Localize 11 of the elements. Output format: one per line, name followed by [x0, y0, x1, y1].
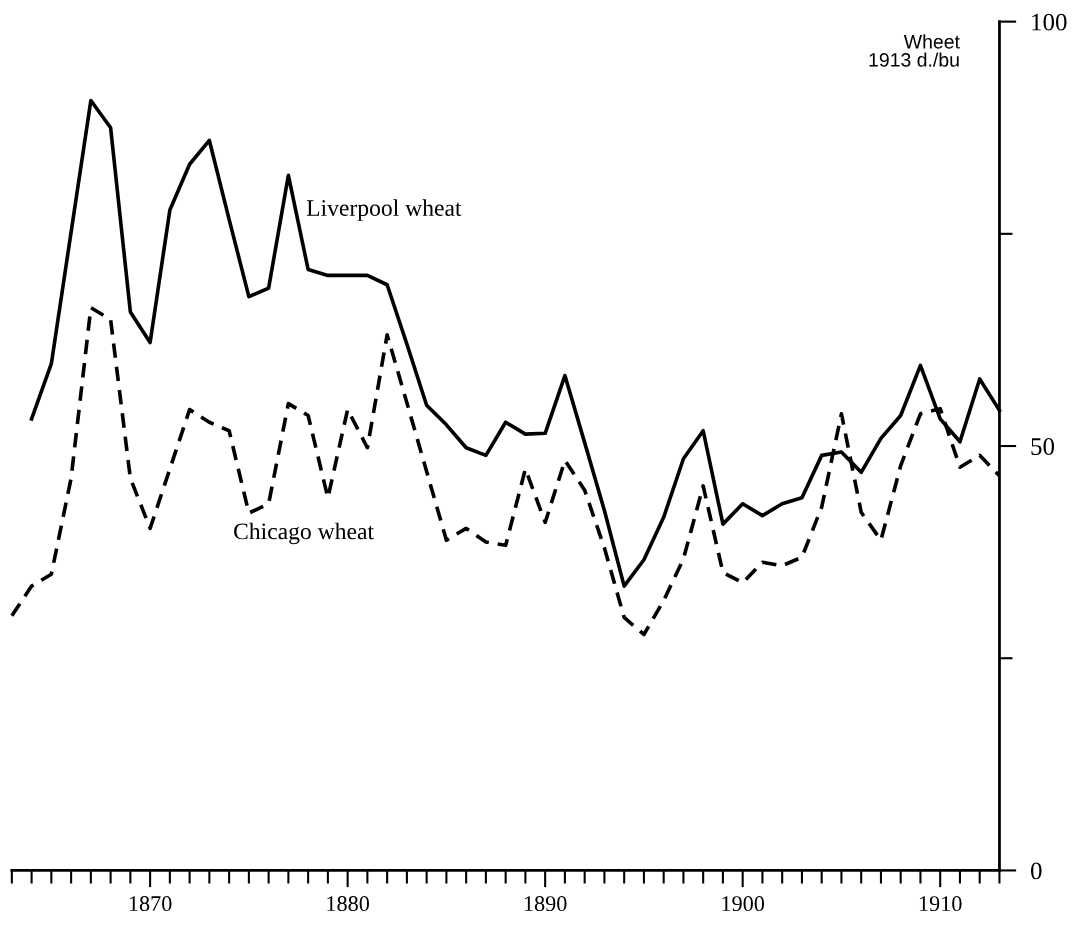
- y-axis-title: Wheet 1913 d./bu: [869, 34, 960, 67]
- x-tick-label: 1870: [129, 896, 172, 912]
- x-tick-label: 1880: [327, 896, 370, 912]
- x-tick-label: 1910: [919, 896, 962, 912]
- x-tick-label: 1890: [524, 896, 567, 912]
- x-tick-label: 1900: [722, 896, 765, 912]
- series-label: Chicago wheat: [234, 522, 374, 545]
- y-tick-label: 100: [1032, 13, 1067, 31]
- series-label: Liverpool wheat: [306, 199, 462, 221]
- y-tick-label: 50: [1031, 438, 1055, 455]
- y-tick-label: 0: [1030, 862, 1042, 880]
